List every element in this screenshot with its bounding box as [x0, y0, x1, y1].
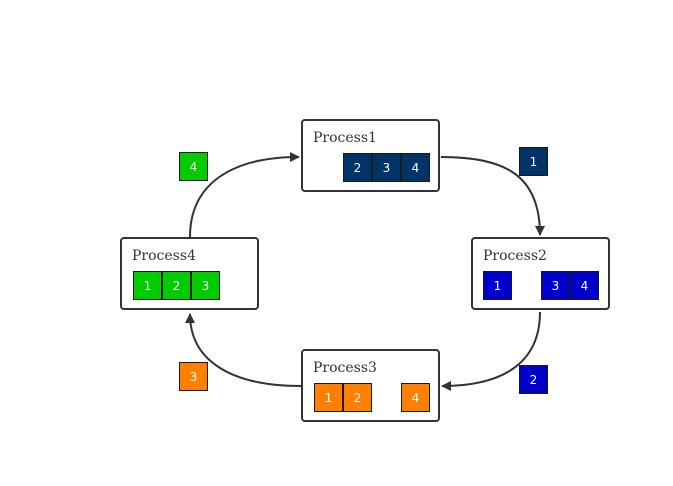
process-node-1: Process1 2 3 4 — [301, 119, 440, 192]
process-node-4: Process4 1 2 3 — [120, 237, 259, 310]
process-title: Process1 — [313, 130, 377, 146]
queue-cell: 2 — [162, 271, 191, 300]
process-title: Process3 — [313, 360, 377, 376]
queue-cell: 3 — [372, 153, 401, 182]
token-in-transit: 3 — [179, 362, 208, 391]
queue-cell: 1 — [483, 271, 512, 300]
queue-cell: 4 — [401, 383, 430, 412]
edge-process3-to-process4 — [185, 313, 302, 387]
token-in-transit: 2 — [519, 365, 548, 394]
queue-cell: 1 — [314, 383, 343, 412]
queue-cell: 3 — [541, 271, 570, 300]
edge-process2-to-process3 — [441, 311, 541, 391]
queue-cell: 4 — [570, 271, 599, 300]
queue-cell: 4 — [401, 153, 430, 182]
token-in-transit: 1 — [519, 147, 548, 176]
process-title: Process2 — [483, 248, 547, 264]
process-node-3: Process3 1 2 4 — [301, 349, 440, 422]
queue-cell: 1 — [133, 271, 162, 300]
token-in-transit: 4 — [179, 152, 208, 181]
queue-cell: 2 — [343, 153, 372, 182]
queue-cell: 2 — [343, 383, 372, 412]
edge-process4-to-process1 — [189, 152, 300, 238]
process-title: Process4 — [132, 248, 196, 264]
process-node-2: Process2 1 3 4 — [471, 237, 610, 310]
edge-process1-to-process2 — [440, 156, 545, 236]
queue-cell: 3 — [191, 271, 220, 300]
